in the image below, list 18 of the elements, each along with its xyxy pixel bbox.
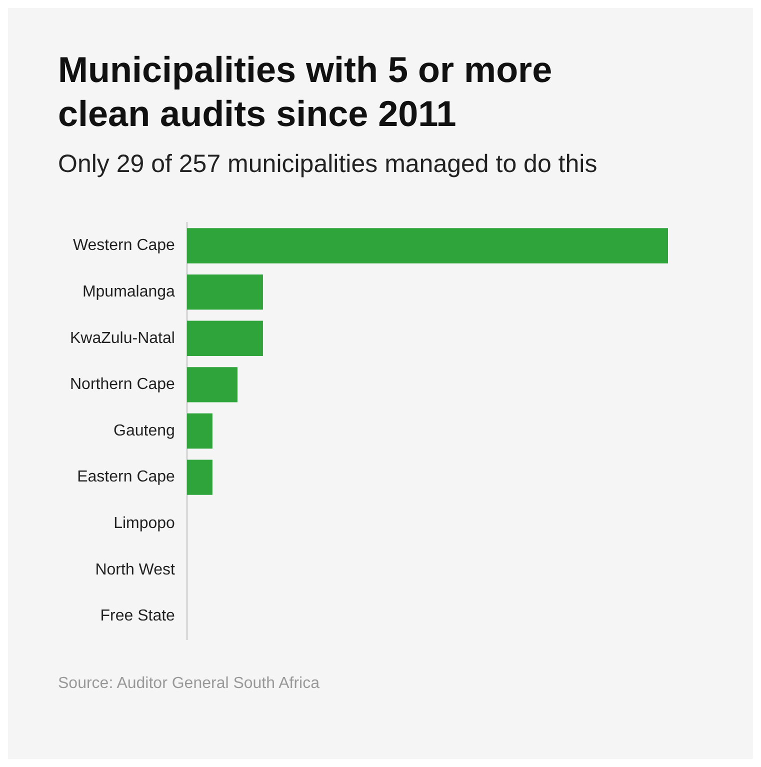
bar bbox=[186, 367, 238, 402]
bar bbox=[186, 228, 668, 264]
y-tick-label: Eastern Cape bbox=[77, 468, 176, 486]
bar bbox=[186, 320, 263, 356]
y-tick-label: KwaZulu-Natal bbox=[70, 330, 175, 347]
y-tick-label: Northern Cape bbox=[70, 376, 176, 394]
chart-title: Municipalities with 5 or more clean audits since 2011 bbox=[58, 48, 554, 136]
chart-subtitle: Only 29 of 257 municipalities managed to do this bbox=[58, 150, 598, 179]
source-note: Source: Auditor General South Africa bbox=[58, 675, 320, 693]
bar bbox=[186, 460, 212, 495]
y-tick-label: Free State bbox=[100, 608, 176, 625]
y-tick-label: Limpopo bbox=[114, 515, 176, 532]
y-tick-label: Mpumalanga bbox=[82, 283, 176, 300]
bar bbox=[186, 413, 212, 449]
y-tick-label: Western Cape bbox=[72, 237, 176, 254]
y-tick-label: Gauteng bbox=[114, 422, 175, 440]
y-tick-label: North West bbox=[95, 561, 176, 578]
bar bbox=[186, 274, 263, 310]
